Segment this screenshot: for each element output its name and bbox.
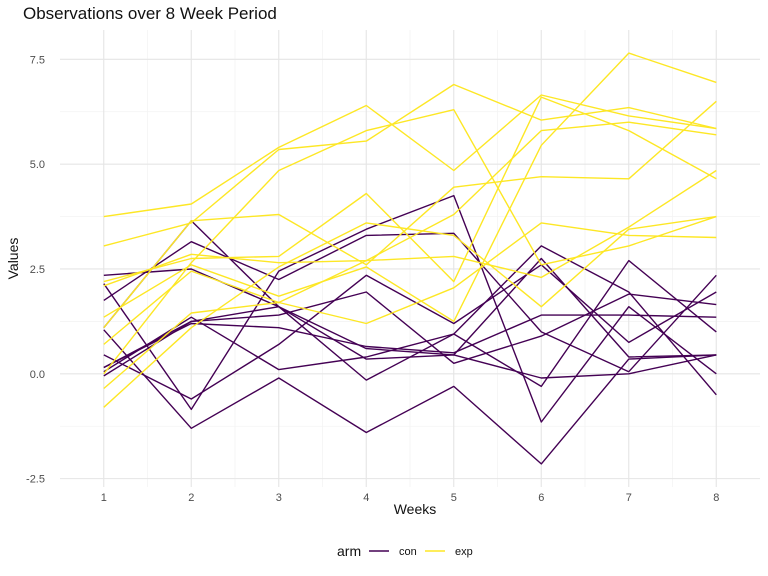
series-line-exp — [103, 121, 717, 287]
y-tick-label: 7.5 — [30, 54, 45, 66]
x-tick-label: 8 — [713, 492, 719, 504]
legend-label-exp: exp — [455, 546, 473, 558]
series-line-exp — [103, 94, 717, 218]
chart-title: Observations over 8 Week Period — [23, 4, 277, 23]
series-line-exp — [103, 52, 717, 323]
series-line-con — [103, 257, 717, 358]
x-tick-label: 7 — [626, 492, 632, 504]
y-tick-labels: -2.5 0.0 2.5 5.0 7.5 — [26, 54, 45, 485]
series-lines — [103, 52, 717, 465]
series-line-exp — [103, 108, 717, 375]
y-tick-label: 2.5 — [30, 264, 45, 276]
legend-title: arm — [337, 543, 361, 559]
series-line-exp — [103, 215, 717, 408]
series-line-con — [103, 291, 717, 377]
y-tick-label: 0.0 — [30, 369, 45, 381]
x-tick-label: 5 — [451, 492, 457, 504]
x-axis-title: Weeks — [394, 501, 437, 517]
series-line-con — [103, 329, 717, 465]
series-line-con — [103, 259, 717, 388]
x-tick-label: 4 — [363, 492, 369, 504]
series-line-exp — [103, 100, 717, 329]
x-tick-label: 3 — [276, 492, 282, 504]
series-line-exp — [103, 222, 717, 345]
x-tick-labels: 1 2 3 4 5 6 7 8 — [101, 492, 720, 504]
series-line-con — [103, 314, 717, 369]
legend: arm con exp — [337, 543, 473, 559]
series-line-con — [103, 194, 717, 423]
y-tick-label: -2.5 — [26, 474, 45, 486]
series-line-exp — [103, 83, 717, 247]
legend-label-con: con — [399, 546, 417, 558]
y-tick-label: 5.0 — [30, 159, 45, 171]
series-line-exp — [103, 169, 717, 390]
x-tick-label: 2 — [188, 492, 194, 504]
x-tick-label: 1 — [101, 492, 107, 504]
series-line-con — [103, 245, 717, 396]
x-tick-label: 6 — [538, 492, 544, 504]
series-line-con — [103, 264, 717, 400]
y-axis-title: Values — [5, 238, 21, 280]
